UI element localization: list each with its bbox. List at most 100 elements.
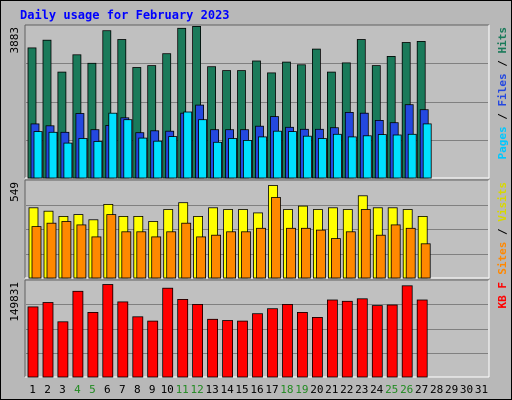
bar-sites-day-11 [181, 222, 192, 279]
bar-pages-day-16 [258, 136, 267, 179]
legend-separator: / [496, 222, 509, 242]
bar-sites-day-4 [76, 224, 87, 279]
panel-hits_files_pages: 3883 Pages / Files / Hits [8, 24, 509, 179]
bar-sites-day-26 [405, 227, 416, 279]
bar-kb-f-day-11 [177, 298, 189, 378]
bar-pages-day-24 [377, 134, 387, 179]
bar-kb-f-day-9 [147, 320, 159, 378]
bar-sites-day-17 [271, 197, 281, 279]
bar-pages-day-25 [392, 134, 402, 179]
x-tick-label: 23 [355, 383, 368, 396]
bar-kb-f-day-27 [416, 299, 428, 378]
bar-sites-day-13 [211, 234, 222, 279]
bar-pages-day-5 [93, 141, 103, 179]
bar-sites-day-15 [241, 231, 251, 279]
bar-kb-f-day-16 [252, 313, 263, 378]
x-tick-label: 1 [29, 383, 36, 396]
bar-pages-day-12 [198, 119, 208, 179]
legend: KB F [496, 282, 509, 309]
x-tick-label: 24 [370, 383, 384, 396]
bar-pages-day-17 [273, 130, 282, 179]
x-tick-label: 30 [460, 383, 473, 396]
bar-kb-f-day-19 [296, 311, 308, 378]
bar-sites-day-9 [151, 236, 162, 279]
bar-sites-day-14 [226, 231, 237, 279]
chart-title: Daily usage for February 2023 [20, 8, 230, 22]
legend-separator: / [496, 107, 509, 127]
x-tick-label: 19 [295, 383, 308, 396]
bar-pages-day-27 [422, 123, 432, 179]
x-tick-label: 29 [445, 383, 458, 396]
x-tick-label: 3 [59, 383, 66, 396]
legend-entry: KB F [496, 282, 509, 309]
bar-pages-day-21 [332, 133, 342, 179]
bar-pages-day-10 [168, 136, 178, 179]
bar-pages-day-13 [213, 141, 223, 179]
x-tick-label: 28 [430, 383, 443, 396]
legend-entry: Visits [496, 182, 509, 222]
bar-pages-day-2 [48, 131, 58, 179]
bar-pages-day-1 [33, 131, 43, 179]
x-tick-label: 25 [385, 383, 398, 396]
y-max-label: 3883 [8, 27, 21, 54]
bar-sites-day-5 [91, 236, 102, 279]
bar-kb-f-day-4 [72, 290, 84, 378]
bar-pages-day-15 [243, 139, 252, 179]
y-max-label: 549 [8, 182, 21, 202]
bar-kb-f-day-8 [132, 316, 144, 378]
x-tick-label: 7 [119, 383, 126, 396]
bar-sites-day-6 [106, 214, 117, 279]
bar-kb-f-day-23 [356, 298, 368, 378]
bar-sites-day-18 [286, 227, 296, 279]
x-tick-label: 14 [220, 383, 234, 396]
bar-kb-f-day-10 [162, 287, 174, 378]
bar-kb-f-day-22 [341, 300, 353, 378]
legend: Sites / Visits [496, 182, 509, 275]
x-tick-label: 21 [325, 383, 338, 396]
bar-sites-day-2 [46, 222, 57, 279]
bar-kb-f-day-20 [311, 316, 323, 378]
bar-pages-day-6 [108, 112, 118, 179]
x-tick-label: 2 [44, 383, 51, 396]
bar-sites-day-20 [315, 229, 326, 279]
x-tick-label: 11 [176, 383, 189, 396]
bar-kb-f-day-26 [401, 285, 413, 378]
panel-kbytes: 149831 KB F [8, 279, 509, 378]
bar-kb-f-day-25 [386, 304, 398, 378]
bar-pages-day-19 [302, 135, 312, 179]
x-tick-label: 26 [400, 383, 413, 396]
bar-kb-f-day-6 [102, 284, 114, 378]
bar-sites-day-22 [345, 231, 356, 279]
bar-kb-f-day-2 [42, 302, 54, 378]
bar-sites-day-7 [121, 231, 132, 279]
x-tick-label: 31 [475, 383, 488, 396]
x-tick-label: 8 [134, 383, 141, 396]
legend-entry: Hits [496, 27, 509, 54]
bar-pages-day-4 [78, 138, 88, 179]
bar-pages-day-14 [228, 138, 238, 179]
y-max-label: 149831 [8, 282, 21, 322]
bar-kb-f-day-14 [222, 320, 234, 378]
bar-sites-day-3 [61, 221, 72, 279]
bar-pages-day-18 [288, 131, 297, 179]
x-tick-label: 6 [104, 383, 111, 396]
bar-sites-day-1 [31, 226, 42, 279]
x-tick-label: 22 [340, 383, 353, 396]
bar-sites-day-8 [136, 231, 147, 279]
legend: Pages / Files / Hits [496, 27, 509, 160]
x-tick-label: 16 [250, 383, 263, 396]
bar-sites-day-19 [300, 227, 311, 279]
bar-kb-f-day-1 [27, 306, 39, 378]
bar-sites-day-21 [330, 238, 341, 279]
bar-kb-f-day-3 [57, 321, 69, 378]
bar-sites-day-25 [390, 224, 401, 279]
bar-kb-f-day-5 [87, 311, 99, 378]
bar-pages-day-23 [362, 135, 372, 179]
x-tick-label: 18 [280, 383, 293, 396]
x-tick-label: 20 [310, 383, 323, 396]
bar-sites-day-16 [256, 227, 266, 279]
bar-kb-f-day-21 [326, 299, 338, 378]
x-tick-label: 27 [415, 383, 428, 396]
x-tick-label: 10 [161, 383, 174, 396]
